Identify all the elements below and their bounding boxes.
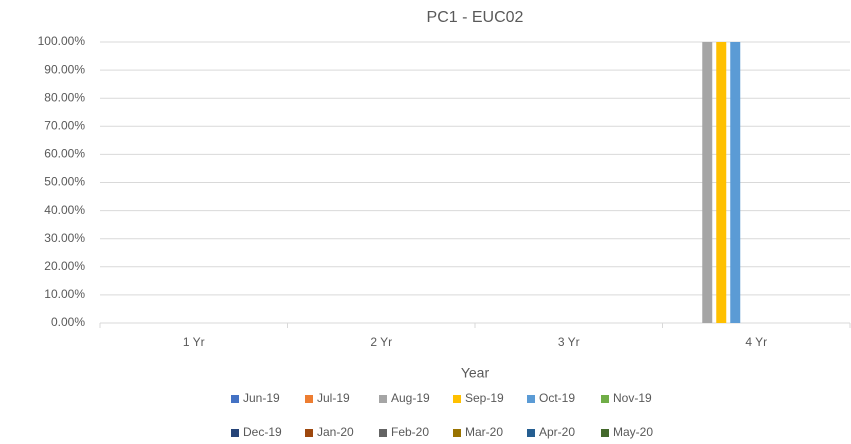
y-tick-label: 50.00% [44, 175, 85, 189]
legend-swatch [453, 395, 461, 403]
legend-label: Mar-20 [465, 425, 503, 439]
x-tick-label: 3 Yr [558, 335, 580, 349]
legend-swatch [231, 395, 239, 403]
y-tick-label: 80.00% [44, 90, 85, 104]
legend-label: Aug-19 [391, 391, 430, 405]
bar [716, 42, 727, 323]
legend-swatch [305, 395, 313, 403]
legend-swatch [305, 429, 313, 437]
legend-swatch [231, 429, 239, 437]
chart-title: PC1 - EUC02 [427, 9, 524, 26]
y-tick-label: 60.00% [44, 147, 85, 161]
x-tick-label: 2 Yr [370, 335, 392, 349]
legend-label: Jan-20 [317, 425, 354, 439]
y-tick-label: 10.00% [44, 287, 85, 301]
legend-swatch [601, 395, 609, 403]
legend-swatch [453, 429, 461, 437]
x-tick-label: 4 Yr [745, 335, 767, 349]
x-tick-label: 1 Yr [183, 335, 205, 349]
legend-label: Dec-19 [243, 425, 282, 439]
legend-swatch [527, 395, 535, 403]
bar [730, 42, 741, 323]
y-tick-label: 40.00% [44, 203, 85, 217]
legend-label: Feb-20 [391, 425, 429, 439]
y-tick-label: 70.00% [44, 118, 85, 132]
y-tick-label: 0.00% [51, 315, 85, 329]
y-tick-label: 30.00% [44, 231, 85, 245]
y-tick-label: 90.00% [44, 62, 85, 76]
legend-label: Oct-19 [539, 391, 575, 405]
y-tick-label: 20.00% [44, 259, 85, 273]
legend-label: Apr-20 [539, 425, 575, 439]
y-tick-label: 100.00% [38, 34, 86, 48]
x-axis-label: Year [461, 365, 490, 381]
legend-swatch [379, 429, 387, 437]
legend-label: Jul-19 [317, 391, 350, 405]
legend-label: Nov-19 [613, 391, 652, 405]
legend-label: May-20 [613, 425, 653, 439]
legend-swatch [527, 429, 535, 437]
bar [702, 42, 713, 323]
legend-swatch [379, 395, 387, 403]
legend-label: Sep-19 [465, 391, 504, 405]
legend-swatch [601, 429, 609, 437]
legend-label: Jun-19 [243, 391, 280, 405]
